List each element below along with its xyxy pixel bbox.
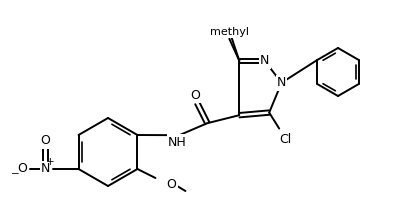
Text: +: +	[46, 157, 55, 167]
Text: O: O	[190, 89, 200, 102]
Text: Cl: Cl	[278, 133, 291, 146]
Text: N: N	[41, 162, 50, 175]
Text: N: N	[276, 76, 286, 89]
Text: −: −	[11, 169, 20, 179]
Text: N: N	[259, 54, 269, 67]
Text: methyl: methyl	[209, 27, 248, 37]
Text: NH: NH	[168, 136, 186, 149]
Text: O: O	[166, 179, 176, 191]
Text: O: O	[40, 135, 50, 148]
Text: O: O	[17, 162, 28, 175]
